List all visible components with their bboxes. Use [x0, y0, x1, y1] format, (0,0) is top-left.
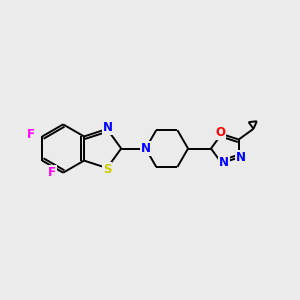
Text: F: F [48, 166, 56, 179]
Text: O: O [215, 126, 225, 139]
Text: N: N [103, 121, 112, 134]
Text: N: N [219, 156, 229, 169]
Text: F: F [27, 128, 35, 142]
Text: N: N [141, 142, 151, 155]
Text: N: N [236, 151, 246, 164]
Text: S: S [103, 163, 111, 176]
